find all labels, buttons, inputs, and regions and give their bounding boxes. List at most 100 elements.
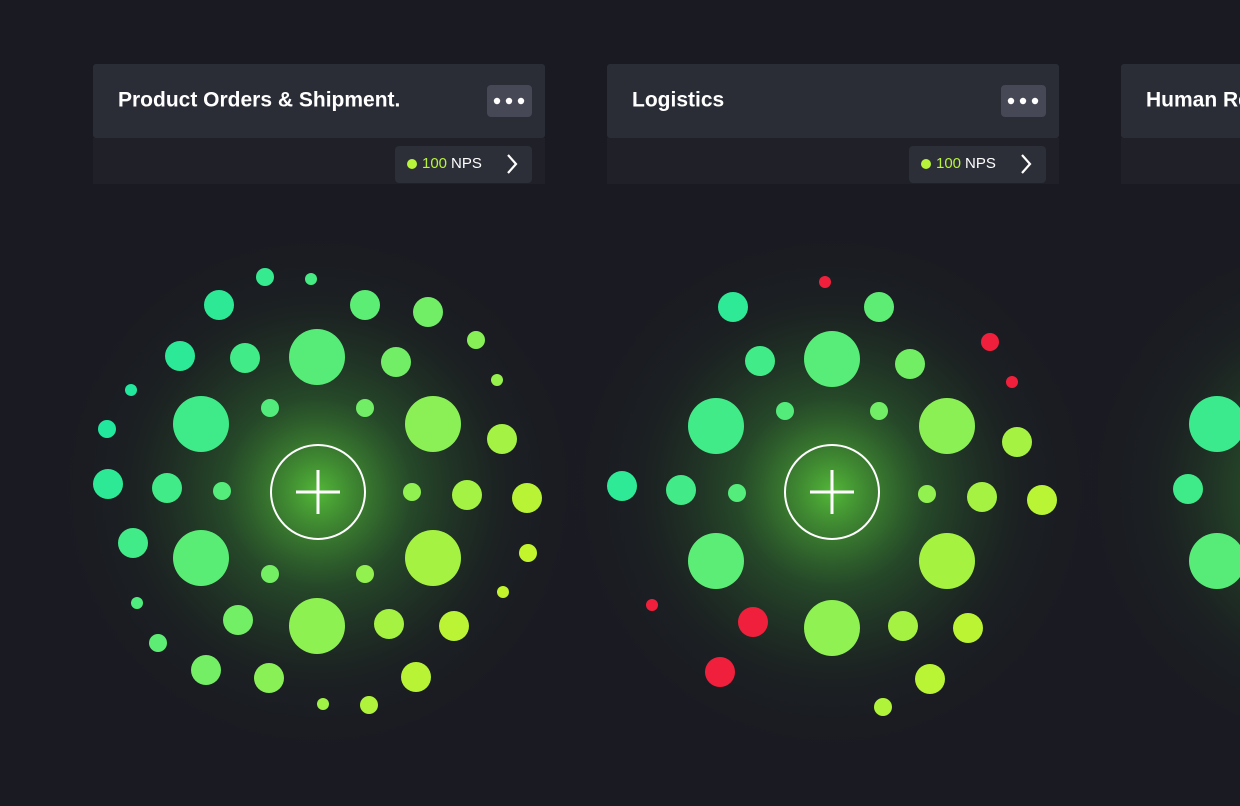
dot xyxy=(874,698,892,716)
card-header xyxy=(93,64,545,138)
nps-score: 100 xyxy=(936,155,961,172)
dot xyxy=(152,473,182,503)
dot xyxy=(223,605,253,635)
dot xyxy=(254,663,284,693)
dot xyxy=(173,530,229,586)
dot xyxy=(1189,533,1240,589)
menu-dot xyxy=(1031,97,1039,105)
dot xyxy=(487,424,517,454)
dot-negative xyxy=(981,333,999,351)
dot xyxy=(491,374,503,386)
dot xyxy=(919,533,975,589)
dot xyxy=(405,530,461,586)
dot xyxy=(804,331,860,387)
nps-badge[interactable] xyxy=(909,146,1046,183)
nps-unit: NPS xyxy=(451,155,482,172)
dot xyxy=(289,598,345,654)
card-title: Logistics xyxy=(632,89,724,112)
dot xyxy=(118,528,148,558)
status-dot xyxy=(921,159,931,169)
chevron xyxy=(507,154,518,174)
dot xyxy=(213,482,231,500)
dot-negative xyxy=(738,607,768,637)
dot xyxy=(261,565,279,583)
dot xyxy=(1189,396,1240,452)
dot xyxy=(467,331,485,349)
dot xyxy=(1002,427,1032,457)
dot xyxy=(888,611,918,641)
dot xyxy=(256,268,274,286)
card-header xyxy=(1121,64,1240,138)
dot-negative xyxy=(705,657,735,687)
dot xyxy=(1173,474,1203,504)
dot xyxy=(497,586,509,598)
dot xyxy=(718,292,748,322)
dot xyxy=(289,329,345,385)
plus-icon xyxy=(810,470,854,514)
add-button[interactable] xyxy=(270,444,366,540)
dot xyxy=(230,343,260,373)
dot xyxy=(374,609,404,639)
dot xyxy=(864,292,894,322)
dot xyxy=(776,402,794,420)
glow xyxy=(1076,243,1240,741)
dot xyxy=(165,341,195,371)
dot xyxy=(728,484,746,502)
card-header xyxy=(607,64,1059,138)
menu-dot xyxy=(1007,97,1015,105)
dot xyxy=(131,597,143,609)
dot xyxy=(1027,485,1057,515)
card-title: Human Re xyxy=(1146,89,1240,112)
dot xyxy=(439,611,469,641)
dot xyxy=(607,471,637,501)
dot xyxy=(919,398,975,454)
menu-dot xyxy=(505,97,513,105)
card: Human Re xyxy=(1076,64,1240,741)
dot-negative xyxy=(1006,376,1018,388)
dot-negative xyxy=(646,599,658,611)
status-dot xyxy=(407,159,417,169)
dot xyxy=(403,483,421,501)
dot xyxy=(519,544,537,562)
dot xyxy=(356,399,374,417)
dot xyxy=(915,664,945,694)
dot xyxy=(261,399,279,417)
dot xyxy=(173,396,229,452)
dot xyxy=(93,469,123,499)
nps-unit: NPS xyxy=(965,155,996,172)
plus-icon xyxy=(296,470,340,514)
dot xyxy=(405,396,461,452)
dot xyxy=(204,290,234,320)
dot xyxy=(317,698,329,710)
dot xyxy=(360,696,378,714)
dot xyxy=(688,398,744,454)
card-subbar xyxy=(1121,138,1240,184)
dot xyxy=(870,402,888,420)
dot xyxy=(512,483,542,513)
menu-dot xyxy=(1019,97,1027,105)
nps-score: 100 xyxy=(422,155,447,172)
chevron xyxy=(1021,154,1032,174)
menu-dot xyxy=(493,97,501,105)
dot xyxy=(98,420,116,438)
dot xyxy=(452,480,482,510)
dot xyxy=(918,485,936,503)
dot xyxy=(305,273,317,285)
dot xyxy=(967,482,997,512)
dot xyxy=(149,634,167,652)
add-button[interactable] xyxy=(784,444,880,540)
nps-badge[interactable] xyxy=(395,146,532,183)
dot xyxy=(381,347,411,377)
cards: Product Orders & Shipment.100 NPSLogistic… xyxy=(48,64,1240,762)
dot xyxy=(804,600,860,656)
dot-negative xyxy=(819,276,831,288)
dot xyxy=(895,349,925,379)
card: Logistics 100 NPS xyxy=(562,64,1102,762)
dot xyxy=(125,384,137,396)
card-title: Product Orders & Shipment. xyxy=(118,89,400,112)
dot xyxy=(356,565,374,583)
dot xyxy=(745,346,775,376)
dot xyxy=(191,655,221,685)
